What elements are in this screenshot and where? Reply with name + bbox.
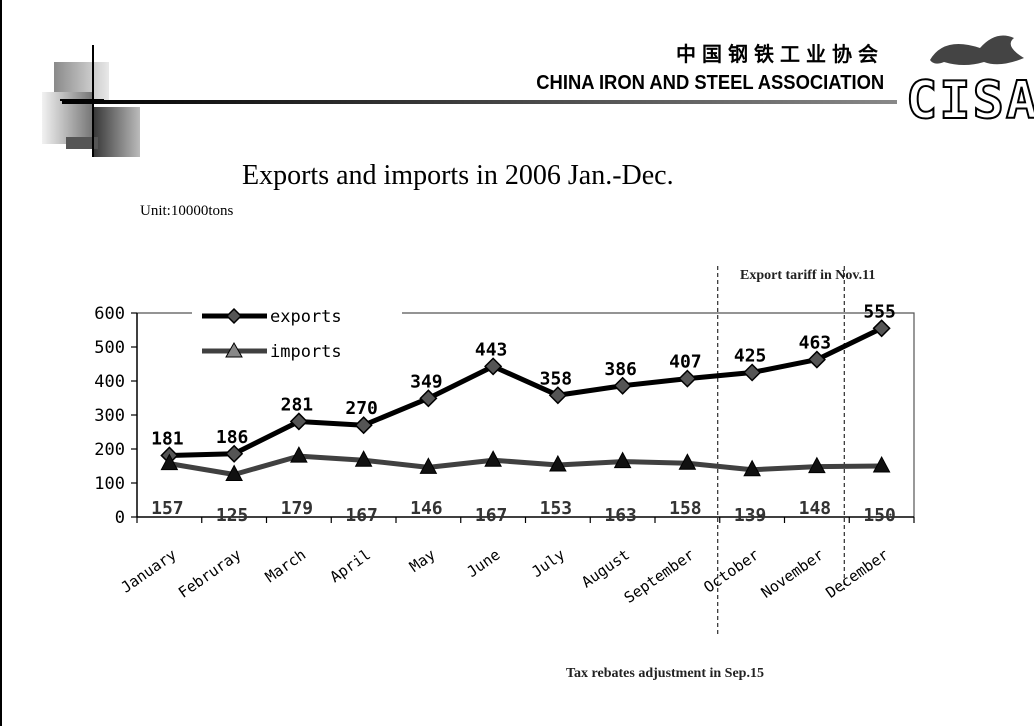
imports-data-label: 179	[281, 498, 314, 519]
x-tick-label: July	[528, 546, 568, 581]
exports-data-label: 386	[604, 359, 637, 380]
x-tick-label: November	[758, 546, 828, 602]
legend-marker	[225, 341, 243, 358]
export-tariff-note: Export tariff in Nov.11	[740, 268, 876, 283]
exports-data-label: 425	[734, 346, 767, 367]
y-tick-label: 500	[94, 338, 125, 358]
y-tick-label: 100	[94, 474, 125, 494]
imports-line	[168, 453, 882, 477]
x-tick-label: December	[822, 546, 892, 602]
org-name-english: CHINA IRON AND STEEL ASSOCIATION	[536, 72, 884, 94]
legend-label: imports	[270, 342, 342, 362]
exports-data-label: 463	[799, 333, 832, 354]
exports-data-label: 186	[216, 427, 249, 448]
exports-point	[872, 319, 891, 338]
imports-data-label: 139	[734, 505, 767, 526]
header-rule	[62, 100, 897, 104]
imports-data-label: 163	[604, 505, 637, 526]
exports-line	[169, 326, 883, 458]
y-tick-label: 400	[94, 372, 125, 392]
x-tick-label: March	[262, 546, 309, 587]
x-tick-label: January	[118, 546, 180, 597]
x-tick-label: October	[700, 546, 762, 597]
imports-point	[419, 457, 438, 474]
imports-data-label: 157	[151, 498, 184, 519]
imports-data-label: 167	[475, 505, 508, 526]
unit-label: Unit:10000tons	[140, 203, 234, 219]
imports-data-label: 158	[669, 498, 702, 519]
x-tick-label: September	[621, 546, 698, 607]
exports-data-label: 270	[345, 398, 378, 419]
y-tick-label: 600	[94, 304, 125, 324]
org-name-chinese: 中国钢铁工业协会	[676, 42, 884, 66]
x-tick-label: August	[578, 546, 633, 592]
tax-rebates-note: Tax rebates adjustment in Sep.15	[566, 666, 764, 681]
x-tick-label: April	[327, 546, 374, 587]
legend-marker	[225, 307, 243, 325]
x-tick-label: May	[406, 546, 439, 576]
exports-point	[289, 412, 308, 431]
imports-point	[872, 455, 891, 473]
exports-data-label: 281	[281, 394, 314, 415]
y-tick-label: 200	[94, 440, 125, 460]
y-tick-label: 0	[115, 508, 125, 528]
legend-label: exports	[270, 307, 342, 327]
imports-point	[549, 454, 567, 472]
imports-point	[225, 464, 243, 481]
imports-data-label: 125	[216, 505, 249, 526]
x-tick-label: Februray	[175, 546, 245, 602]
cisa-logo-text: CISA	[906, 71, 1034, 120]
exports-point	[484, 357, 503, 376]
imports-point	[678, 453, 697, 470]
imports-point	[808, 456, 826, 474]
exports-point	[419, 389, 438, 408]
exports-point	[613, 376, 632, 395]
y-tick-label: 300	[94, 406, 125, 426]
chart-title: Exports and imports in 2006 Jan.-Dec.	[242, 160, 674, 191]
imports-data-label: 148	[799, 498, 832, 519]
exports-point	[354, 416, 373, 435]
imports-point	[484, 450, 502, 467]
imports-data-label: 153	[540, 498, 573, 519]
imports-point	[160, 453, 179, 471]
imports-point	[290, 446, 308, 463]
exports-data-label: 407	[669, 352, 702, 373]
imports-point	[743, 459, 761, 477]
exports-data-label: 349	[410, 371, 443, 392]
imports-point	[613, 451, 632, 469]
exports-point	[225, 444, 244, 463]
legend-box	[192, 300, 402, 372]
x-tick-label: June	[464, 546, 504, 581]
imports-data-label: 146	[410, 498, 443, 519]
cisa-logo: CISA	[905, 35, 1034, 120]
imports-data-label: 167	[345, 505, 378, 526]
exports-point	[678, 369, 697, 388]
exports-data-label: 443	[475, 339, 508, 360]
exports-data-label: 358	[540, 368, 573, 389]
exports-point	[548, 386, 567, 405]
exports-data-label: 555	[863, 301, 896, 322]
imports-data-label: 150	[863, 505, 896, 526]
exports-data-label: 181	[151, 428, 184, 449]
exports-point	[743, 363, 762, 382]
exports-point	[807, 350, 826, 369]
imports-point	[354, 450, 373, 467]
